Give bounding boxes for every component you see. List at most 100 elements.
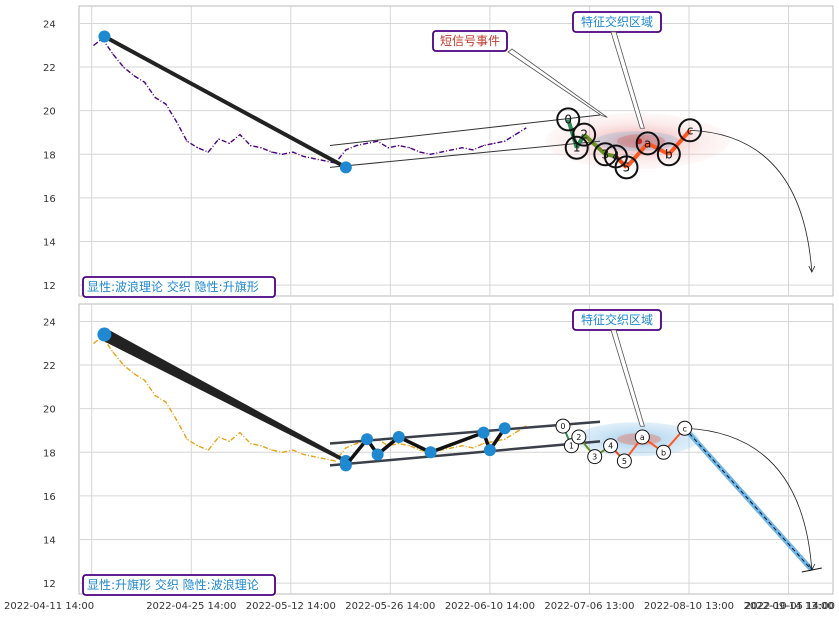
bottom-wave-label: a: [640, 433, 645, 442]
bottom-price-point: [197, 445, 199, 447]
bottom-wave-marker: [677, 420, 693, 436]
bottom-legend-note: 显性:升旗形 交织 隐性:波浪理论: [87, 577, 259, 592]
bottom-forecast-line-dash: [684, 427, 813, 571]
top-callout-signal: 短信号事件: [440, 34, 500, 48]
top-y-tick-label: 18: [43, 150, 56, 161]
x-tick-label: 2022-07-06 13:00: [544, 601, 634, 612]
bottom-price-point: [514, 432, 516, 434]
bottom-wave-marker: [555, 418, 571, 434]
top-price-point: [419, 151, 421, 153]
top-callout-region: 特征交织区域: [581, 14, 653, 29]
top-channel-lower-line: [329, 140, 601, 168]
top-price-point: [175, 120, 178, 123]
top-price-point: [514, 134, 516, 136]
bottom-pattern-wedge: [104, 327, 346, 463]
bottom-y-tick-label: 24: [43, 317, 56, 328]
bottom-panel-frame: [78, 303, 834, 595]
bottom-price-point: [228, 440, 230, 442]
bottom-y-ticks: 12 14 16 18 20 22 24: [43, 317, 56, 590]
bottom-callout-region-arrow: [610, 329, 645, 427]
top-legend-note-box: [82, 276, 276, 298]
bottom-forecast-arrowhead: [808, 563, 816, 571]
top-wave-label: b: [665, 147, 673, 161]
bottom-y-tick-label: 22: [43, 361, 56, 372]
top-callout-signal-arrow: [507, 48, 608, 118]
bottom-price-point: [419, 449, 421, 451]
top-price-series-line: [93, 37, 527, 164]
top-callout-region-box: [572, 11, 662, 33]
top-wave-segment: [582, 133, 607, 156]
bottom-price-point: [271, 449, 273, 451]
bottom-wave-label: 2: [576, 433, 581, 442]
top-price-point: [122, 66, 125, 68]
top-price-point: [377, 140, 379, 142]
bottom-wave-label: 4: [608, 442, 613, 451]
top-y-tick-label: 20: [43, 107, 56, 118]
bottom-price-point: [249, 442, 252, 445]
bottom-flag-point: [424, 446, 437, 459]
bottom-wave-label: b: [661, 448, 666, 457]
top-wave-marker: [556, 107, 581, 132]
top-wave-segment: [667, 128, 692, 156]
bottom-flag-point: [339, 459, 352, 472]
x-tick-label: 2022-04-11 14:00: [4, 601, 94, 612]
top-price-point: [525, 127, 527, 129]
bottom-price-point: [239, 432, 241, 434]
bottom-price-point: [165, 401, 167, 403]
top-price-point: [504, 140, 506, 142]
bottom-price-point: [218, 436, 220, 438]
top-price-point: [451, 149, 453, 151]
bottom-price-point: [461, 445, 463, 447]
top-price-point: [472, 149, 474, 151]
top-wave-label: 1: [573, 141, 581, 155]
bottom-grid-x: [91, 304, 790, 594]
top-price-point: [281, 153, 283, 155]
bottom-price-point: [525, 425, 527, 427]
bottom-price-point: [334, 460, 336, 462]
top-price-point: [133, 75, 135, 77]
bottom-forecast-curve: [684, 427, 813, 571]
top-price-point: [197, 147, 199, 149]
bottom-wave-label: 5: [622, 457, 627, 466]
top-wave-label: 0: [564, 112, 572, 126]
top-y-tick-label: 16: [43, 194, 56, 205]
top-price-point: [228, 142, 230, 144]
top-price-point: [186, 140, 188, 142]
bottom-price-point: [398, 442, 400, 445]
top-price-point: [93, 44, 95, 46]
bottom-price-point: [324, 458, 326, 460]
top-price-point: [302, 155, 305, 158]
top-forecast-curve: [690, 129, 813, 273]
bottom-price-point: [122, 364, 125, 366]
bottom-price-point: [186, 438, 188, 440]
top-y-tick-label: 14: [43, 237, 56, 248]
top-wave-marker: [678, 118, 703, 143]
top-callout-region-arrow: [610, 31, 645, 129]
x-tick-label: 2022-05-26 14:00: [345, 601, 435, 612]
top-wave-marker: [614, 155, 639, 180]
x-tick-label: 2022-06-10 14:00: [445, 601, 535, 612]
top-price-point: [249, 144, 252, 147]
top-price-point: [398, 144, 400, 147]
top-wave-marker: [572, 122, 597, 147]
top-price-point: [207, 151, 209, 153]
top-price-point: [260, 147, 262, 149]
bottom-pattern-start-point: [97, 327, 112, 342]
top-price-point: [482, 144, 485, 147]
top-wave-marker: [656, 142, 681, 167]
top-price-point: [239, 134, 241, 136]
bottom-flag-point: [392, 431, 405, 444]
bottom-legend-note-box: [82, 574, 276, 596]
bottom-y-tick-label: 14: [43, 535, 56, 546]
top-price-point: [112, 53, 114, 55]
bottom-price-point: [144, 379, 146, 381]
bottom-flag-point: [477, 426, 490, 439]
top-price-point: [154, 96, 156, 99]
top-price-point: [313, 158, 315, 160]
x-tick-label: 2022-09-14 13:00: [743, 601, 833, 612]
top-series: [93, 37, 527, 164]
